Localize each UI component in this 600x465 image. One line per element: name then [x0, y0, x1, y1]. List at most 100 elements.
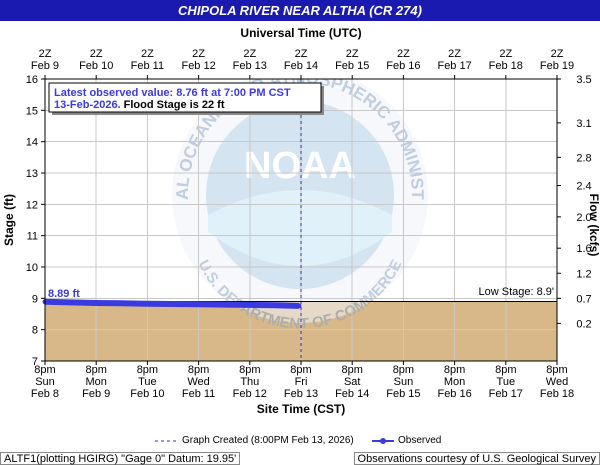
- footer-datum: ALTF1(plotting HGIRG) "Gage 0" Datum: 19…: [0, 452, 241, 465]
- bottom-tick-label: Fri: [295, 376, 308, 388]
- annotation-box: [48, 82, 322, 113]
- top-tick-label: 2Z: [90, 48, 103, 60]
- right-tick-label: 0.2: [576, 318, 591, 330]
- top-tick-label: Feb 19: [540, 60, 574, 72]
- observed-point: [281, 303, 287, 309]
- watermark-logo-text: NOAA: [244, 145, 356, 187]
- observed-point: [170, 301, 176, 307]
- top-tick-label: 2Z: [39, 48, 52, 60]
- top-tick-label: 2Z: [192, 48, 205, 60]
- bottom-tick-label: Feb 14: [335, 388, 369, 400]
- legend-observed-label: Observed: [398, 435, 442, 446]
- bottom-tick-label: Sat: [344, 376, 361, 388]
- bottom-tick-label: Thu: [240, 376, 259, 388]
- bottom-tick-label: Sun: [394, 376, 414, 388]
- top-tick-label: Feb 18: [489, 60, 523, 72]
- top-tick-label: Feb 17: [437, 60, 471, 72]
- top-tick-label: 2Z: [499, 48, 512, 60]
- bottom-tick-label: Feb 9: [82, 388, 110, 400]
- bottom-tick-label: 8pm: [444, 364, 465, 376]
- legend-observed-marker: [380, 438, 386, 444]
- right-tick-label: 3.1: [576, 118, 591, 130]
- right-tick-label: 3.5: [576, 74, 591, 86]
- flood-stage-text: 13-Feb-2026. Flood Stage is 22 ft: [54, 99, 225, 111]
- top-tick-label: Feb 12: [181, 60, 215, 72]
- left-tick-label: 8: [32, 325, 38, 337]
- top-tick-label: 2Z: [295, 48, 308, 60]
- left-tick-label: 13: [26, 168, 38, 180]
- bottom-tick-label: Sun: [35, 376, 55, 388]
- flood-stage-label: Flood Stage is 22 ft: [124, 99, 225, 111]
- bottom-tick-label: 8pm: [393, 364, 414, 376]
- top-tick-label: Feb 9: [31, 60, 59, 72]
- legend: Graph Created (8:00PM Feb 13, 2026) Obse…: [0, 434, 600, 448]
- left-tick-label: 10: [26, 262, 38, 274]
- observed-point: [144, 301, 150, 307]
- left-tick-label: 15: [26, 105, 38, 117]
- bottom-tick-label: Wed: [546, 376, 568, 388]
- observed-point: [68, 299, 74, 305]
- top-axis-title: Universal Time (UTC): [240, 26, 361, 40]
- observed-point: [247, 302, 253, 308]
- chart-title: CHIPOLA RIVER NEAR ALTHA (CR 274): [0, 0, 600, 21]
- top-tick-label: Feb 16: [386, 60, 420, 72]
- bottom-tick-label: Wed: [187, 376, 209, 388]
- top-tick-label: Feb 10: [79, 60, 113, 72]
- observed-point: [119, 300, 125, 306]
- bottom-tick-label: Mon: [444, 376, 465, 388]
- bottom-tick-label: Feb 15: [386, 388, 420, 400]
- bottom-tick-label: 8pm: [188, 364, 209, 376]
- bottom-tick-label: 8pm: [85, 364, 106, 376]
- top-tick-label: 2Z: [346, 48, 359, 60]
- bottom-tick-label: 8pm: [137, 364, 158, 376]
- series-layer: [42, 298, 302, 309]
- bottom-tick-label: 8pm: [495, 364, 516, 376]
- latest-observed-text: Latest observed value: 8.76 ft at 7:00 P…: [54, 87, 291, 99]
- left-tick-label: 12: [26, 199, 38, 211]
- observed-point: [93, 300, 99, 306]
- right-axis-title: Flow (kcfs): [587, 194, 600, 257]
- left-axis-title: Stage (ft): [2, 194, 16, 246]
- footer-credit: Observations courtesy of U.S. Geological…: [353, 452, 600, 465]
- top-tick-label: 2Z: [551, 48, 564, 60]
- top-tick-label: Feb 13: [233, 60, 267, 72]
- left-tick-label: 7: [32, 356, 38, 368]
- top-tick-label: 2Z: [141, 48, 154, 60]
- bottom-tick-label: 8pm: [290, 364, 311, 376]
- bottom-tick-label: Feb 18: [540, 388, 574, 400]
- axis-ticks: [41, 75, 561, 365]
- bottom-tick-label: Feb 11: [182, 388, 215, 400]
- top-tick-label: Feb 14: [284, 60, 318, 72]
- right-tick-label: 0.7: [576, 293, 591, 305]
- right-tick-label: 2.8: [576, 152, 591, 164]
- top-tick-label: 2Z: [243, 48, 256, 60]
- latest-observed-date: 13-Feb-2026.: [54, 99, 121, 111]
- left-tick-label: 9: [32, 293, 38, 305]
- bottom-tick-label: Feb 10: [130, 388, 164, 400]
- right-tick-label: 2.0: [576, 212, 591, 224]
- low-stage-label: Low Stage: 8.9': [479, 286, 555, 298]
- left-tick-label: 16: [26, 74, 38, 86]
- bottom-tick-label: Mon: [85, 376, 106, 388]
- bottom-tick-label: Feb 16: [437, 388, 471, 400]
- left-tick-label: 11: [27, 231, 38, 243]
- bottom-tick-label: Feb 13: [284, 388, 318, 400]
- bottom-tick-label: 8pm: [34, 364, 55, 376]
- bottom-tick-label: 8pm: [546, 364, 567, 376]
- right-tick-label: 1.6: [576, 243, 591, 255]
- bottom-tick-label: 8pm: [239, 364, 260, 376]
- observed-point: [221, 302, 227, 308]
- observed-point: [196, 301, 202, 307]
- top-tick-label: 2Z: [448, 48, 461, 60]
- bottom-tick-label: Tue: [138, 376, 157, 388]
- bottom-tick-label: Feb 12: [233, 388, 267, 400]
- bottom-tick-label: Tue: [497, 376, 516, 388]
- right-tick-label: 1.2: [576, 268, 591, 280]
- right-tick-label: 2.4: [576, 181, 591, 193]
- bottom-axis-title: Site Time (CST): [257, 402, 345, 416]
- observed-point: [296, 303, 302, 309]
- top-tick-label: 2Z: [397, 48, 410, 60]
